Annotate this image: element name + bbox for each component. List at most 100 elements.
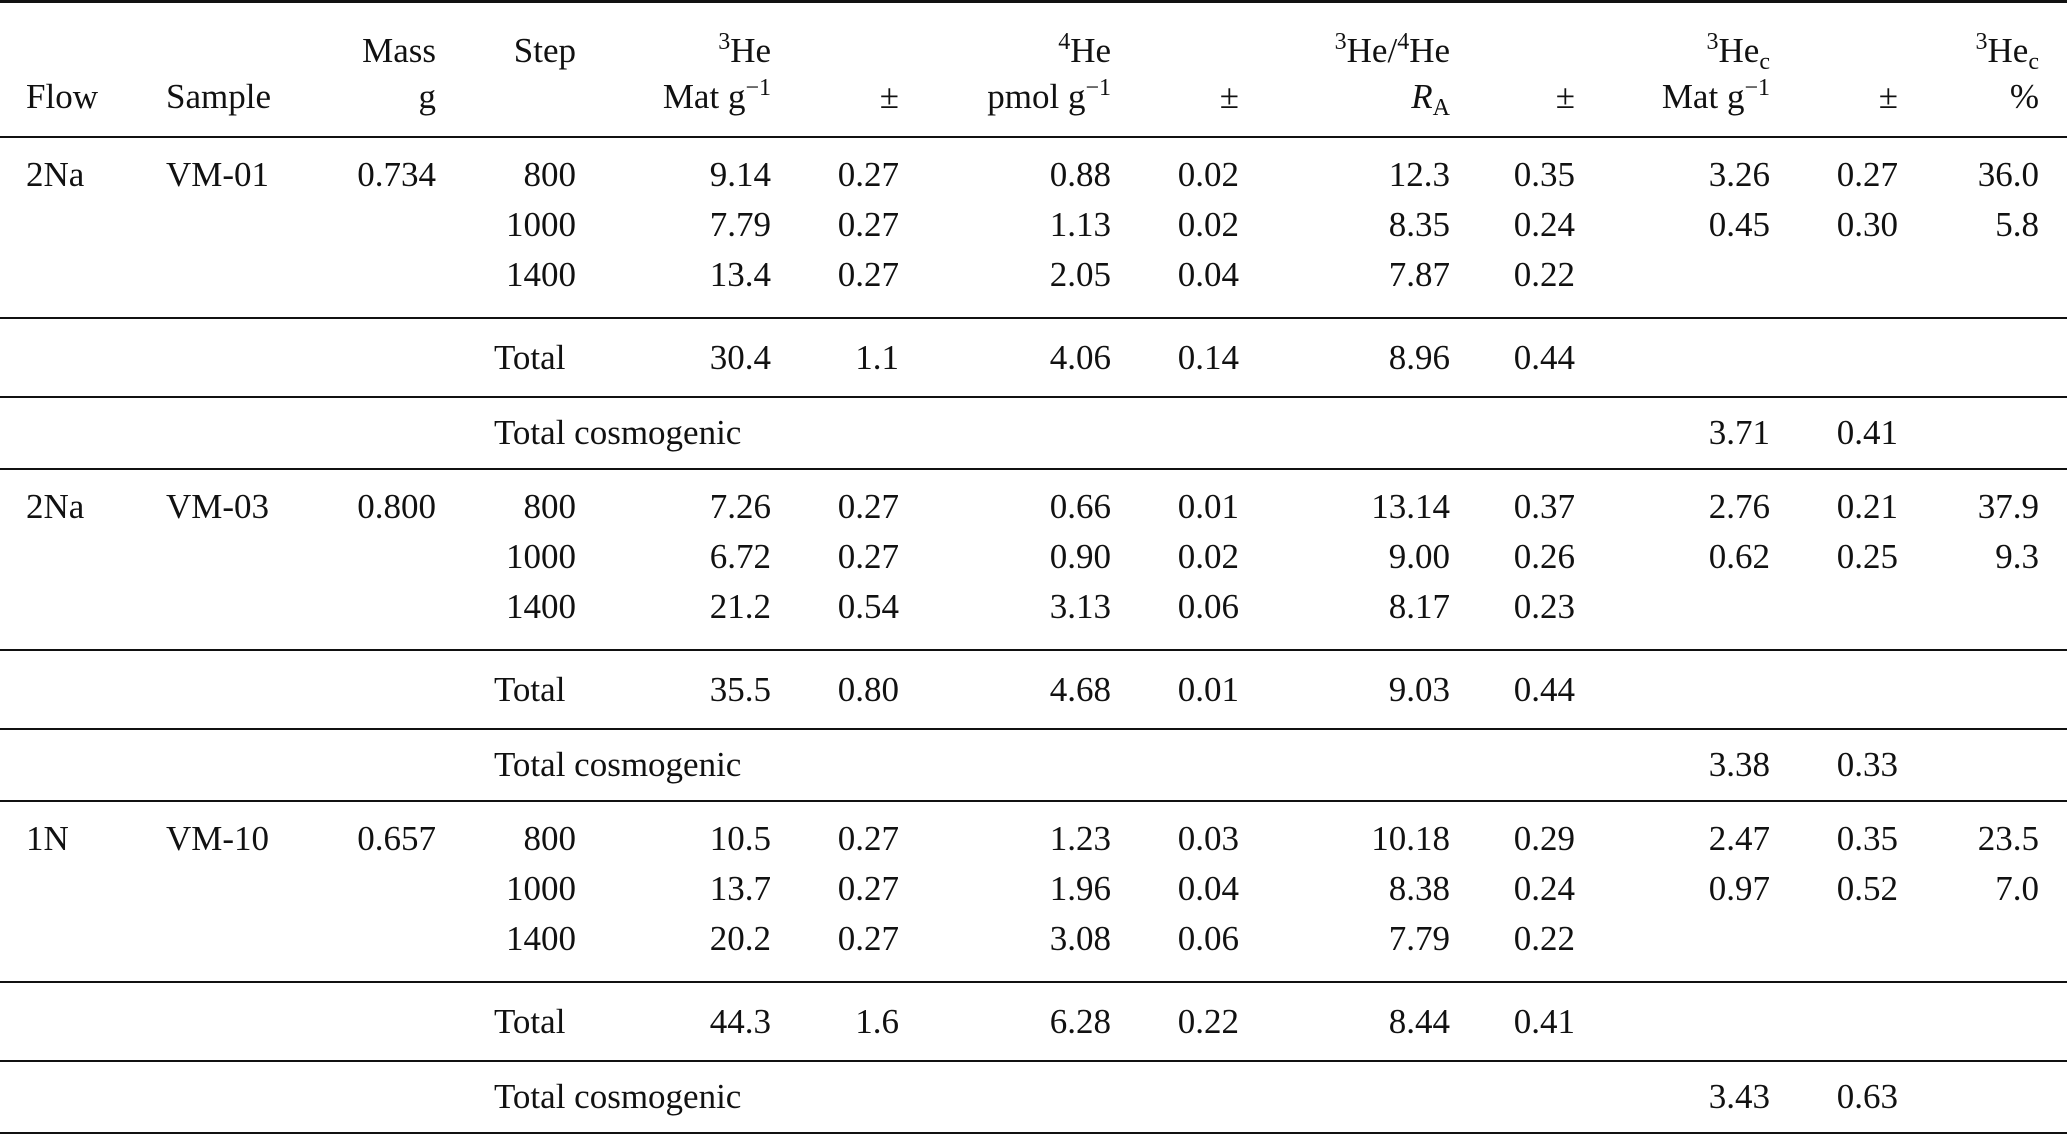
total-label: Total [494,1001,566,1041]
table-cell [2039,801,2067,864]
ratio-sup1: 3 [1334,29,1347,55]
table-cell [2039,1061,2067,1133]
he3c-err-cell: 0.30 [1836,205,1898,244]
sample-group-steps: 2Na VM-01 0.734 800 9.14 0.27 0.88 0.02 12.3 0.35… [0,137,2067,318]
ratio-cell: 10.18 [1371,819,1450,858]
ratio-label2: He [1409,31,1450,70]
he3c-pct-cell: 36.0 [1977,155,2039,194]
he3c-err-cell: 0.21 [1836,487,1898,526]
table-cell [350,532,436,582]
table-cell [1898,397,2039,469]
he3c-cell: 0.45 [1708,205,1770,244]
table-cell [350,1061,436,1133]
he3c-pct-label: He [1987,31,2029,70]
header-mass-unit: g [418,77,437,116]
he3c-pct-cell: 5.8 [1995,205,2039,244]
sample-cell: VM-01 [166,155,270,194]
table-cell [2039,137,2067,200]
he3-err-cell: 0.27 [837,487,899,526]
table-cell [0,864,140,914]
he4-err-cell: 0.04 [1177,869,1239,908]
header-he3c: 3Hec [1575,2,1770,74]
he3-cell: 7.79 [709,205,771,244]
table-cell [1898,318,2039,397]
he4-total-cell: 6.28 [1049,1001,1111,1041]
ratio-cell: 7.79 [1388,919,1450,958]
ratio-cell: 8.17 [1388,587,1450,626]
total-label: Total [494,337,566,377]
he3-total-cell: 35.5 [709,669,771,709]
step-cell: 1000 [506,537,576,576]
step-cell: 1400 [506,255,576,294]
unit-sup: −1 [1085,75,1111,101]
ratio-err-cell: 0.22 [1513,255,1575,294]
ratio-err-cell: 0.35 [1513,155,1575,194]
ratio-err-total-cell: 0.44 [1513,337,1575,377]
he3-cell: 6.72 [709,537,771,576]
table-cell [0,582,140,650]
table-cell [140,1061,350,1133]
table-cell [350,864,436,914]
he3-cell: 7.26 [709,487,771,526]
table-cell [2039,397,2067,469]
total-cosmogenic-row: Total cosmogenic 3.38 0.33 [0,729,2067,801]
header-mass: Mass [362,31,436,70]
table-cell [140,864,350,914]
table-header: Mass Step 3He 4He 3He/4He 3Hec 3Hec Flow… [0,1,2067,138]
table-cell [350,397,436,469]
table-cell [350,318,436,397]
total-cosmogenic-label: Total cosmogenic [494,1077,742,1116]
header-pm: ± [1219,77,1239,116]
sample-group-total: Total 35.5 0.80 4.68 0.01 9.03 0.44 [0,650,2067,729]
he3-err-total-cell: 1.6 [855,1001,899,1041]
total-cosmogenic-label: Total cosmogenic [494,745,742,784]
unit-sup: −1 [745,75,771,101]
he3-cell: 9.14 [709,155,771,194]
he4-err-cell: 0.06 [1177,587,1239,626]
he3-cell: 20.2 [709,919,771,958]
table-cell [0,914,140,982]
step-cell: 1400 [506,919,576,958]
header-he3c-pct-unit: % [2009,77,2039,116]
he3-total-cell: 44.3 [709,1001,771,1041]
he3c-pct-cell [1898,582,2039,650]
he4-cell: 0.66 [1049,487,1111,526]
table-cell [140,200,350,250]
table-cell [1575,650,1770,729]
header-he4: 4He [899,2,1111,74]
table-cell [1898,982,2039,1061]
step-cell: 800 [523,819,577,858]
header-ratio-unit: RA [1239,73,1450,137]
table-cell [350,582,436,650]
unit-text: Mat g [1661,77,1745,116]
he4-total-cell: 4.06 [1049,337,1111,377]
he3-err-cell: 0.27 [837,255,899,294]
table-cell [2039,532,2067,582]
he3c-pct-sub: c [2028,49,2039,75]
table-cell [2039,200,2067,250]
ratio-cell: 7.87 [1388,255,1450,294]
header-pm: ± [1878,77,1898,116]
he4-err-cell: 0.02 [1177,537,1239,576]
flow-cell: 2Na [26,155,85,194]
he3c-cell [1575,582,1770,650]
table-cell [140,729,350,801]
ratio-err-cell: 0.26 [1513,537,1575,576]
he4-total-cell: 4.68 [1049,669,1111,709]
he3c-cell: 0.62 [1708,537,1770,576]
ratio-sup2: 4 [1397,29,1410,55]
he4-cell: 1.23 [1049,819,1111,858]
he4-label: He [1070,31,1111,70]
ratio-err-total-cell: 0.41 [1513,1001,1575,1041]
ratio-err-total-cell: 0.44 [1513,669,1575,709]
he3c-err-cell: 0.25 [1836,537,1898,576]
ratio-err-cell: 0.22 [1513,919,1575,958]
he4-err-cell: 0.02 [1177,155,1239,194]
table-cell [2039,250,2067,318]
he3c-total-cell: 3.71 [1708,413,1770,452]
he4-err-cell: 0.01 [1177,487,1239,526]
he3c-cell: 3.26 [1708,155,1770,194]
table-cell [0,982,140,1061]
table-cell [350,650,436,729]
header-pm: ± [1555,77,1575,116]
